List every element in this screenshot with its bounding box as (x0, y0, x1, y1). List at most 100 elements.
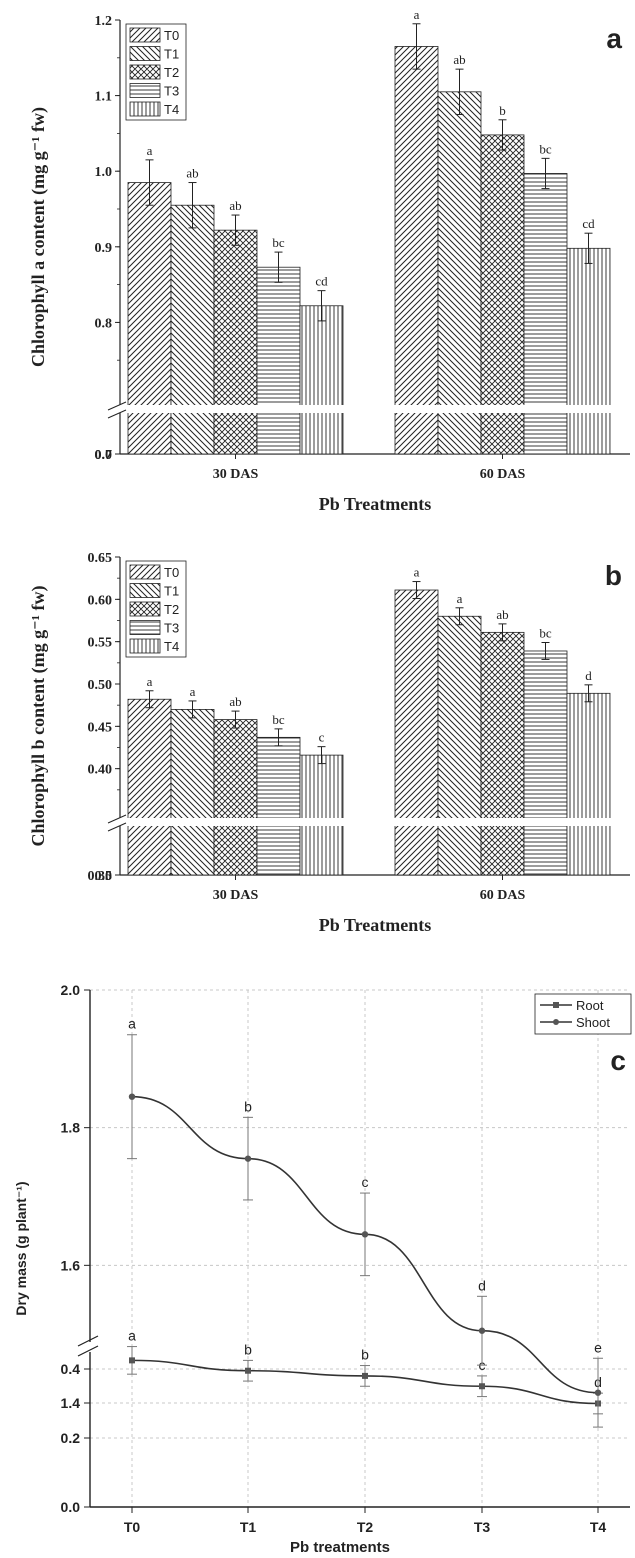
axis-break-icon (107, 401, 127, 411)
axis-break-icon (77, 1345, 99, 1357)
data-point-Root (245, 1367, 251, 1374)
significance-letter: c (362, 1174, 369, 1190)
significance-letter: cd (582, 216, 595, 231)
x-axis-title: Pb treatments (290, 1539, 390, 1556)
bar-T2-30DAS (213, 719, 258, 876)
significance-letter: ab (186, 166, 198, 181)
legend: T0 T1 T2 T3 T4 (125, 560, 187, 658)
y-tick-label: 0.0 (61, 1499, 81, 1515)
legend-swatch-T4 (129, 638, 161, 654)
y-tick-label: 0.45 (88, 720, 113, 735)
y-tick-label: 1.1 (95, 90, 113, 105)
legend-box (534, 993, 632, 1035)
significance-letter: bc (539, 141, 552, 156)
legend-label-T0: T0 (164, 565, 179, 580)
panel-c: 0.00.20.41.41.61.82.0T0T1T2T3T4abbcdabcd… (13, 982, 632, 1556)
legend-label-Shoot: Shoot (576, 1015, 610, 1030)
legend-swatch-T1 (129, 583, 161, 598)
bar-T2-60DAS (480, 631, 525, 876)
axis-break-icon (77, 1335, 99, 1347)
significance-letter: b (499, 103, 506, 118)
significance-letter: bc (272, 235, 285, 250)
significance-letter: a (128, 1016, 136, 1032)
legend-swatch-T0 (129, 27, 161, 43)
significance-letter: a (457, 591, 463, 606)
x-tick-label: T0 (124, 1519, 141, 1535)
y-tick-label: 0.4 (61, 1361, 81, 1377)
panel-letter: b (605, 560, 622, 591)
bar-T0-60DAS (394, 589, 439, 876)
significance-letter: d (478, 1277, 486, 1293)
significance-letter: c (319, 730, 325, 745)
significance-letter: d (585, 668, 592, 683)
significance-letter: bc (539, 626, 552, 641)
x-tick-label: 60 DAS (480, 888, 526, 903)
x-tick-label: T2 (357, 1519, 374, 1535)
data-point-Shoot (128, 1093, 136, 1100)
bar-T3-30DAS (256, 266, 301, 455)
data-point-Shoot (244, 1155, 252, 1162)
x-axis-title: Pb Treatments (319, 494, 432, 514)
legend-swatch-T2 (129, 64, 161, 80)
y-tick-label: 0.55 (88, 636, 113, 651)
significance-letter: a (128, 1328, 136, 1344)
y-tick-label: 0.60 (88, 593, 113, 608)
x-tick-label: 30 DAS (213, 467, 259, 482)
legend-label-T4: T4 (164, 102, 179, 117)
significance-letter: a (414, 565, 420, 580)
data-point-Root (129, 1357, 135, 1364)
legend-label-Root: Root (576, 998, 604, 1013)
x-tick-label: T4 (590, 1519, 607, 1535)
x-tick-label: T3 (474, 1519, 491, 1535)
legend-label-T0: T0 (164, 28, 179, 43)
y-tick-label: 2.0 (61, 982, 81, 998)
data-point-Root (479, 1383, 485, 1390)
significance-letter: ab (229, 694, 241, 709)
y-axis-title: Chlorophyll b content (mg g⁻¹ fw) (28, 585, 49, 846)
legend-swatch-T4 (129, 101, 161, 117)
data-point-Root (362, 1372, 368, 1379)
data-point-Shoot (594, 1389, 602, 1396)
bar-T4-60DAS (566, 247, 611, 455)
y-tick-label: 0.7 (95, 448, 113, 463)
legend-label-T2: T2 (164, 602, 179, 617)
significance-letter: a (190, 684, 196, 699)
legend-label-T4: T4 (164, 639, 179, 654)
significance-letter: b (244, 1341, 252, 1357)
bar-T3-30DAS (256, 736, 301, 876)
significance-letter: a (147, 143, 153, 158)
y-axis-title: Chlorophyll a content (mg g⁻¹ fw) (28, 107, 49, 367)
legend: T0 T1 T2 T3 T4 (125, 23, 187, 121)
significance-letter: b (361, 1347, 369, 1363)
panel-letter: c (610, 1045, 626, 1076)
axis-break-icon (107, 409, 127, 419)
y-tick-label: 1.0 (95, 165, 113, 180)
y-tick-label: 0.0 (95, 869, 113, 884)
y-tick-label: 0.65 (88, 551, 113, 566)
legend-swatch-T3 (129, 83, 161, 98)
panel-b: 0.00.35 0.40 0.45 0.50 0.55 0.60 0.65 a a a a ab ab b… (28, 551, 630, 935)
legend-label-T3: T3 (164, 621, 179, 636)
legend: Root Shoot (534, 993, 632, 1035)
panel-letter: a (606, 23, 622, 54)
circle-marker-icon (553, 1019, 559, 1025)
y-tick-label: 0.0 (95, 448, 113, 463)
y-tick-label: 1.4 (61, 1395, 81, 1411)
bar-T4-60DAS (566, 692, 611, 876)
bar-T0-30DAS (127, 182, 172, 455)
y-tick-label: 0.8 (95, 316, 113, 331)
bar-T3-60DAS (523, 650, 568, 876)
legend-swatch-T2 (129, 601, 161, 617)
x-tick-label: 30 DAS (213, 888, 259, 903)
panel-a: 0.00.7 0.8 0.9 1.0 1.1 1.2 a a ab ab ab b bc bc cd cd 30… (28, 7, 630, 514)
legend-label-T2: T2 (164, 65, 179, 80)
y-tick-label: 1.6 (61, 1257, 81, 1273)
axis-break-band (86, 1342, 96, 1352)
legend-swatch-T3 (129, 620, 161, 635)
data-point-Shoot (478, 1327, 486, 1334)
bar-T1-30DAS (170, 709, 215, 876)
bar-T2-60DAS (480, 134, 525, 455)
y-axis-title: Dry mass (g plant⁻¹) (13, 1181, 29, 1315)
legend-swatch-T1 (129, 46, 161, 61)
